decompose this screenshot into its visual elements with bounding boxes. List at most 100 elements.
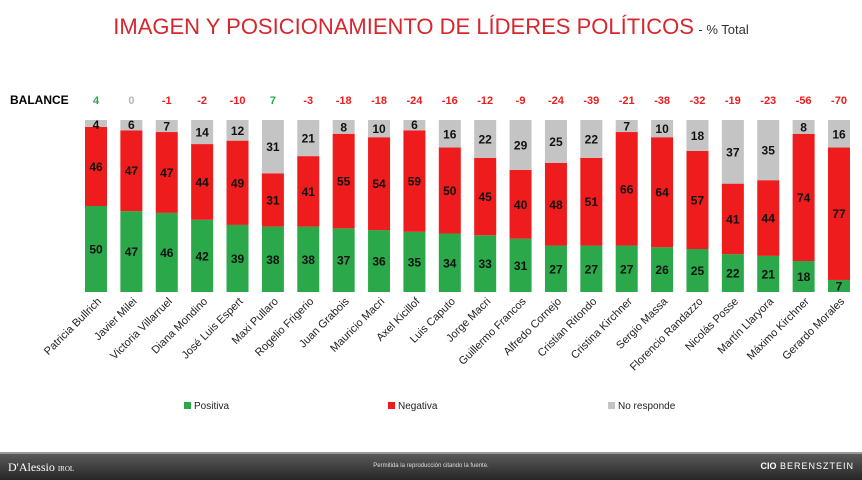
legend-swatch [608,402,615,409]
balance-value: 4 [93,95,100,107]
data-label: 47 [160,166,174,180]
footer-bar: D'Alessio IROL Permitida la reproducción… [0,452,862,480]
bar-no-responde [403,120,426,131]
bar-positiva [686,249,709,292]
data-label: 4 [93,118,100,132]
data-label: 38 [302,253,316,267]
bar-negativa [226,140,249,225]
data-label: 25 [549,135,563,149]
data-label: 37 [726,145,740,159]
data-label: 50 [443,184,457,198]
data-label: 42 [195,249,209,263]
berensztein-logo: CIO BERENSZTEIN [760,461,854,471]
bar-negativa [686,150,709,249]
data-label: 38 [266,253,280,267]
data-label: 40 [514,198,528,212]
category-label: Máximo Kirchner [745,295,812,362]
chart-title: IMAGEN Y POSICIONAMIENTO DE LÍDERES POLÍ… [0,14,862,40]
data-label: 44 [195,175,209,189]
bar-no-responde [191,120,214,145]
bar-negativa [757,180,780,256]
balance-value: -9 [516,95,526,107]
balance-value: 0 [128,95,134,107]
balance-value: -38 [654,95,670,107]
bar-no-responde [544,120,567,163]
bar-no-responde [438,120,461,148]
chart-title-main: IMAGEN Y POSICIONAMIENTO DE LÍDERES POLÍ… [113,14,694,39]
balance-value: -2 [197,95,207,107]
data-label: 44 [762,212,776,226]
data-label: 31 [266,140,280,154]
data-label: 31 [266,193,280,207]
bar-no-responde [686,120,709,151]
data-label: 21 [302,132,316,146]
bar-negativa [580,157,603,246]
bar-no-responde [85,120,107,127]
bar-negativa [615,132,638,246]
category-label: Victoria Villarruel [108,296,175,363]
data-label: 27 [549,262,563,276]
data-label: 35 [762,144,776,158]
data-label: 37 [337,254,351,268]
bar-negativa [155,132,178,213]
data-label: 21 [762,267,776,281]
legend-entry: No responde [618,401,676,412]
bar-positiva [757,255,780,292]
bar-no-responde [651,120,674,138]
dalessio-logo: D'Alessio IROL [8,460,75,474]
balance-value: -39 [583,95,599,107]
bar-no-responde [120,120,143,131]
bar-no-responde [226,120,249,141]
data-label: 36 [372,255,386,269]
data-label: 74 [797,191,811,205]
data-label: 18 [797,270,811,284]
data-label: 45 [479,190,493,204]
data-label: 25 [691,264,705,278]
data-label: 39 [231,252,245,266]
data-label: 26 [655,263,669,277]
data-label: 48 [549,198,563,212]
bar-negativa [509,169,532,239]
data-label: 8 [340,120,347,134]
bar-positiva [261,226,284,292]
legend-swatch [184,402,191,409]
balance-value: -56 [796,95,812,107]
data-label: 29 [514,138,528,152]
bar-no-responde [332,120,355,134]
bar-positiva [544,245,567,292]
category-label: Patricia Bullrich [42,296,104,358]
bar-negativa [332,133,355,229]
bar-negativa [297,156,320,227]
category-label: Cristina Kirchner [569,295,635,361]
balance-value: 7 [270,95,276,107]
bar-positiva [615,245,638,292]
bar-positiva [580,245,603,292]
data-label: 22 [479,132,493,146]
bar-negativa [261,173,284,227]
data-label: 7 [163,120,170,134]
data-label: 35 [408,255,422,269]
category-label: José Luis Espert [180,296,246,362]
data-label: 46 [89,160,103,174]
data-label: 27 [585,262,599,276]
data-label: 57 [691,193,705,207]
data-label: 59 [408,175,422,189]
bar-no-responde [368,120,391,138]
balance-value: -18 [336,95,352,107]
bar-no-responde [792,120,815,134]
bar-negativa [85,126,107,206]
data-label: 14 [195,126,209,140]
legend-swatch [388,402,395,409]
bar-negativa [403,130,426,232]
chart-subtitle: - % Total [698,22,749,37]
bar-positiva [226,224,249,292]
bar-positiva [332,228,355,292]
bar-negativa [828,147,850,280]
bar-negativa [120,130,143,212]
data-label: 10 [655,122,669,136]
bar-negativa [651,137,674,248]
bar-no-responde [615,120,638,133]
bar-positiva [120,211,143,292]
bar-positiva [792,261,815,292]
